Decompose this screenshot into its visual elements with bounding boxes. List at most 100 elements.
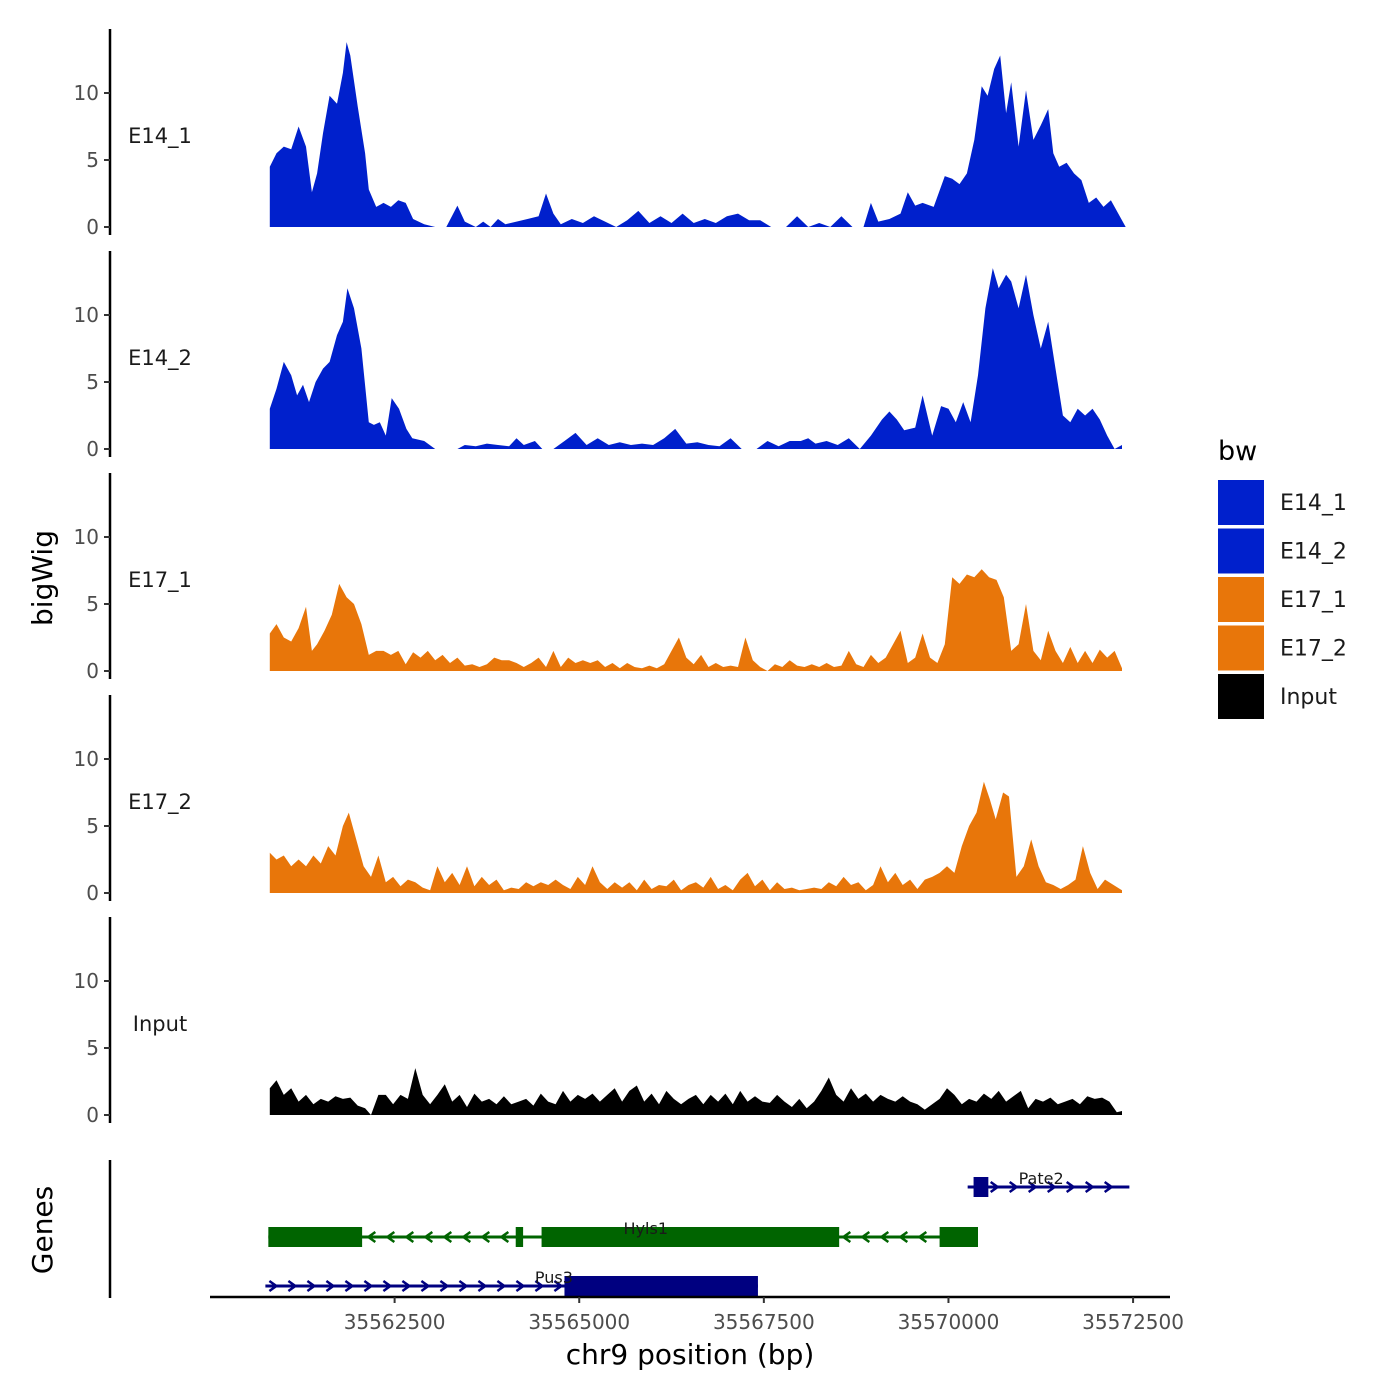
y-tick-label: 0 [86, 1103, 99, 1127]
strand-arrow [841, 1230, 852, 1244]
coverage-area-e17-2 [269, 781, 1122, 893]
strand-arrow [344, 1279, 355, 1293]
x-axis-title: chr9 position (bp) [566, 1338, 815, 1371]
strand-arrow [1046, 1180, 1057, 1194]
strand-arrow [442, 1230, 453, 1244]
strand-arrow [268, 1279, 279, 1293]
gene-label-pate2: Pate2 [1019, 1169, 1064, 1188]
legend-entry-input: Input [1218, 674, 1337, 719]
strand-arrow [306, 1279, 317, 1293]
strand-arrow [480, 1230, 491, 1244]
legend-label-input: Input [1280, 685, 1337, 710]
strand-arrow [553, 1279, 564, 1293]
legend-title: bw [1218, 436, 1257, 467]
coverage-tracks: 0 5 10 E14_1 0 5 10 E14_2 0 5 10 E17_1 0 5 10 E17_2 0 5 10… [74, 29, 1126, 1127]
gene-exon [541, 1227, 840, 1247]
legend-label-e17-2: E17_2 [1280, 637, 1347, 662]
coverage-area-input [269, 1068, 1122, 1115]
strand-arrow [1027, 1180, 1038, 1194]
legend-swatch-e14-1 [1218, 480, 1264, 525]
legend-swatch-e14-2 [1218, 528, 1264, 574]
legend-entry-e14-2: E14_2 [1218, 528, 1347, 574]
strand-arrow [989, 1180, 1000, 1194]
y-tick-label: 0 [86, 215, 99, 239]
track-label-input: Input [133, 1012, 187, 1036]
y-tick-label: 0 [86, 437, 99, 461]
strand-arrow [325, 1279, 336, 1293]
coverage-area-e14-1 [269, 42, 1126, 227]
strand-arrow [515, 1279, 526, 1293]
strand-arrow [879, 1230, 890, 1244]
track-label-e17-1: E17_1 [128, 568, 192, 593]
strand-arrow [1065, 1180, 1076, 1194]
gene-exon [973, 1177, 989, 1197]
gene-hyls1: Hyls1 [268, 1219, 978, 1247]
strand-arrow [499, 1230, 510, 1244]
track-label-e17-2: E17_2 [128, 790, 192, 815]
strand-arrow [917, 1230, 928, 1244]
gene-exon [939, 1227, 978, 1247]
x-tick-label: 35567500 [713, 1310, 815, 1334]
y-tick-label: 5 [86, 814, 99, 838]
track-e17-1: 0 5 10 E17_1 [74, 473, 1122, 683]
y-tick-label: 10 [74, 969, 99, 993]
track-label-e14-2: E14_2 [128, 346, 192, 371]
legend: bw E14_1 E14_2 E17_1 E17_2 Input [1218, 436, 1347, 719]
strand-arrow [1008, 1180, 1019, 1194]
y-axis-title: bigWig [26, 530, 59, 626]
coverage-area-e14-2 [269, 268, 1122, 449]
strand-arrow [439, 1279, 450, 1293]
strand-arrow [496, 1279, 507, 1293]
strand-arrow [385, 1230, 396, 1244]
strand-arrow [1103, 1180, 1114, 1194]
coverage-area-e17-1 [269, 569, 1122, 671]
strand-arrow [363, 1279, 374, 1293]
strand-arrow [382, 1279, 393, 1293]
legend-entry-e17-2: E17_2 [1218, 625, 1347, 671]
gene-exon [564, 1276, 758, 1296]
strand-arrow [898, 1230, 909, 1244]
strand-arrow [860, 1230, 871, 1244]
strand-arrow [461, 1230, 472, 1244]
track-input: 0 5 10 Input [74, 917, 1122, 1127]
x-tick-label: 35572500 [1082, 1310, 1184, 1334]
x-tick-label: 35565000 [528, 1310, 630, 1334]
gene-label-hyls1: Hyls1 [624, 1219, 668, 1238]
y-tick-label: 10 [74, 303, 99, 327]
y-tick-label: 5 [86, 148, 99, 172]
legend-label-e14-1: E14_1 [1280, 491, 1347, 516]
y-tick-label: 5 [86, 1036, 99, 1060]
y-tick-label: 10 [74, 747, 99, 771]
gene-pate2: Pate2 [967, 1169, 1130, 1197]
legend-entry-e14-1: E14_1 [1218, 480, 1347, 525]
strand-arrow [1084, 1180, 1095, 1194]
y-tick-label: 0 [86, 881, 99, 905]
genes-track-title: Genes [26, 1186, 59, 1274]
y-tick-label: 5 [86, 592, 99, 616]
track-e17-2: 0 5 10 E17_2 [74, 695, 1122, 905]
strand-arrow [401, 1279, 412, 1293]
track-label-e14-1: E14_1 [128, 124, 192, 149]
gene-exon [268, 1227, 363, 1247]
strand-arrow [366, 1230, 377, 1244]
gene-annotation-track: Pate2 Hyls1 Pus3 [108, 1160, 1130, 1298]
gene-pus3: Pus3 [265, 1268, 758, 1296]
y-tick-label: 0 [86, 659, 99, 683]
y-tick-label: 5 [86, 370, 99, 394]
y-tick-label: 10 [74, 525, 99, 549]
legend-entry-e17-1: E17_1 [1218, 577, 1347, 622]
legend-swatch-input [1218, 674, 1264, 719]
strand-arrow [477, 1279, 488, 1293]
legend-swatch-e17-1 [1218, 577, 1264, 622]
strand-arrow [423, 1230, 434, 1244]
gene-label-pus3: Pus3 [535, 1268, 573, 1287]
legend-swatch-e17-2 [1218, 625, 1264, 671]
strand-arrow [534, 1279, 545, 1293]
gene-exon [515, 1227, 524, 1247]
legend-label-e14-2: E14_2 [1280, 540, 1347, 565]
strand-arrow [458, 1279, 469, 1293]
x-tick-label: 35570000 [898, 1310, 1000, 1334]
track-e14-2: 0 5 10 E14_2 [74, 251, 1122, 461]
y-tick-label: 10 [74, 81, 99, 105]
